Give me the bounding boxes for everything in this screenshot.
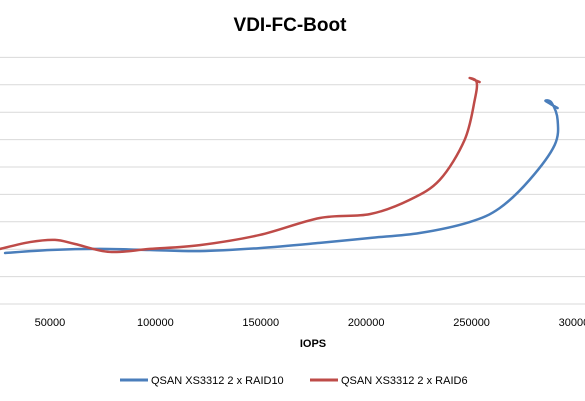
series-line <box>0 76 481 254</box>
x-tick-label: 300000 <box>559 317 585 329</box>
x-tick-label: 250000 <box>453 317 490 329</box>
x-axis-label: IOPS <box>300 338 326 350</box>
legend-label: QSAN XS3312 2 x RAID10 <box>151 375 284 387</box>
x-tick-label: 100000 <box>137 317 174 329</box>
x-tick-label: 200000 <box>348 317 385 329</box>
legend-label: QSAN XS3312 2 x RAID6 <box>341 375 468 387</box>
x-tick-label: 50000 <box>35 317 66 329</box>
x-tick-label: 150000 <box>242 317 279 329</box>
chart-title: VDI-FC-Boot <box>234 15 348 36</box>
